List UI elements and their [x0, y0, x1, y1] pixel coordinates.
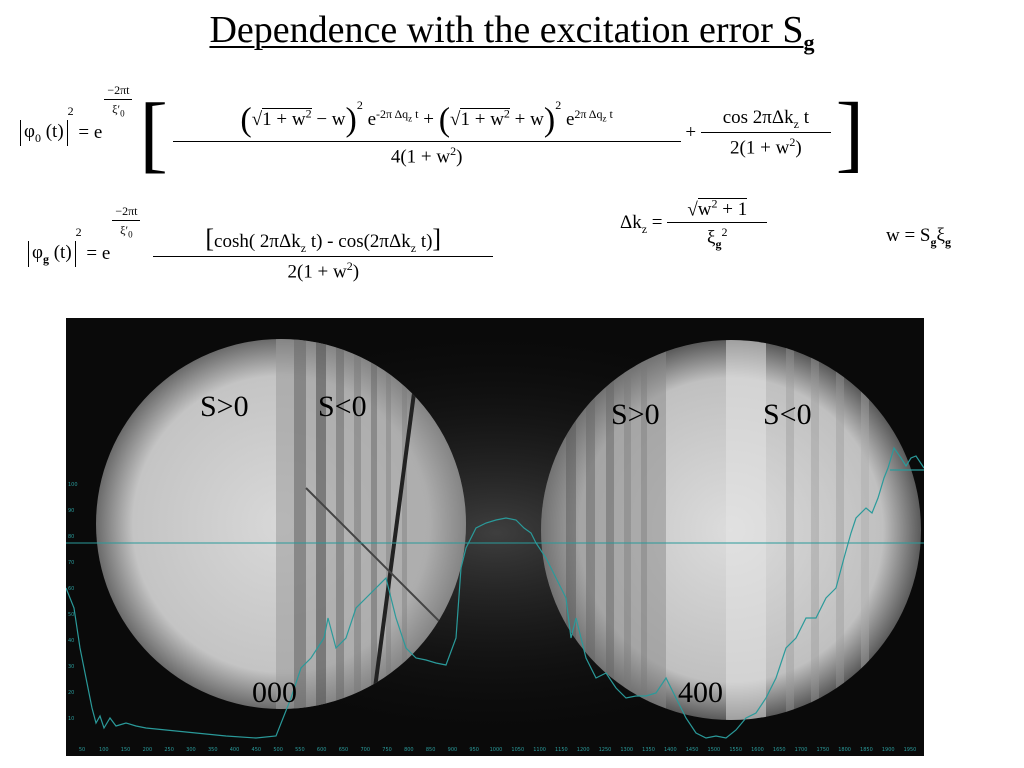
- x-tick-label: 400: [230, 747, 240, 753]
- profile-x-axis: 50 100 150 200 250 300 350 400 450 500 550 600 650 70…: [79, 747, 917, 753]
- x-tick-label: 1050: [511, 747, 524, 753]
- x-tick-label: 750: [382, 747, 392, 753]
- x-tick-label: 1750: [816, 747, 829, 753]
- y-tick-label: 60: [68, 586, 74, 592]
- y-tick-label: 50: [68, 612, 74, 618]
- x-tick-label: 1550: [729, 747, 742, 753]
- x-tick-label: 700: [360, 747, 370, 753]
- x-tick-label: 550: [295, 747, 305, 753]
- label-left-s-negative: S<0: [318, 390, 367, 423]
- x-tick-label: 1900: [882, 747, 895, 753]
- x-tick-label: 350: [208, 747, 218, 753]
- x-tick-label: 300: [186, 747, 196, 753]
- x-tick-label: 1700: [795, 747, 808, 753]
- label-spot-400: 400: [678, 676, 723, 709]
- x-tick-label: 1650: [773, 747, 786, 753]
- x-tick-label: 650: [339, 747, 349, 753]
- x-tick-label: 1350: [642, 747, 655, 753]
- x-tick-label: 250: [164, 747, 174, 753]
- title-subscript: g: [803, 30, 815, 55]
- x-tick-label: 1100: [533, 747, 546, 753]
- x-tick-label: 200: [143, 747, 153, 753]
- x-tick-label: 1000: [490, 747, 503, 753]
- x-tick-label: 950: [469, 747, 479, 753]
- y-tick-label: 90: [68, 508, 74, 514]
- y-tick-label: 100: [68, 482, 78, 488]
- equation-phig: φg (t)2 = e −2πt ξ′0 [cosh( 2πΔkz t) - cos…: [28, 205, 494, 282]
- x-tick-label: 1300: [620, 747, 633, 753]
- profile-y-axis: 100 90 80 70 60 50 40 30 20 10: [68, 482, 78, 722]
- x-tick-label: 1400: [664, 747, 677, 753]
- x-tick-label: 1250: [599, 747, 612, 753]
- label-right-s-negative: S<0: [763, 398, 812, 431]
- y-tick-label: 20: [68, 690, 74, 696]
- x-tick-label: 1200: [577, 747, 590, 753]
- x-tick-label: 850: [426, 747, 436, 753]
- y-tick-label: 10: [68, 716, 74, 722]
- intensity-profile-line: [66, 446, 924, 739]
- equation-delta-kz: Δkz = √w2 + 1 ξg2: [620, 198, 768, 250]
- micrograph-svg: 50 100 150 200 250 300 350 400 450 500 550 600 650 70…: [66, 318, 924, 756]
- label-right-s-positive: S>0: [611, 398, 660, 431]
- equation-phi0: φ0 (t)2 = e −2πt ξ′0 [ (√1 + w2 − w)2 e-2π…: [20, 84, 864, 184]
- slide-title: Dependence with the excitation error Sg: [0, 6, 1024, 67]
- x-tick-label: 500: [273, 747, 283, 753]
- x-tick-label: 1800: [838, 747, 851, 753]
- x-tick-label: 1150: [555, 747, 568, 753]
- diffraction-micrograph: 50 100 150 200 250 300 350 400 450 500 550 600 650 70…: [66, 318, 924, 756]
- title-text: Dependence with the excitation error S: [209, 9, 804, 51]
- label-spot-000: 000: [252, 676, 297, 709]
- x-tick-label: 1950: [904, 747, 917, 753]
- x-tick-label: 1850: [860, 747, 873, 753]
- x-tick-label: 600: [317, 747, 327, 753]
- x-tick-label: 150: [121, 747, 131, 753]
- equation-w: w = Sgξg: [886, 225, 951, 249]
- x-tick-label: 800: [404, 747, 414, 753]
- label-left-s-positive: S>0: [200, 390, 249, 423]
- x-tick-label: 1500: [708, 747, 721, 753]
- y-tick-label: 70: [68, 560, 74, 566]
- x-tick-label: 900: [448, 747, 458, 753]
- y-tick-label: 80: [68, 534, 74, 540]
- y-tick-label: 30: [68, 664, 74, 670]
- x-tick-label: 1600: [751, 747, 764, 753]
- y-tick-label: 40: [68, 638, 74, 644]
- x-tick-label: 450: [252, 747, 262, 753]
- x-tick-label: 50: [79, 747, 85, 753]
- x-tick-label: 100: [99, 747, 109, 753]
- x-tick-label: 1450: [686, 747, 699, 753]
